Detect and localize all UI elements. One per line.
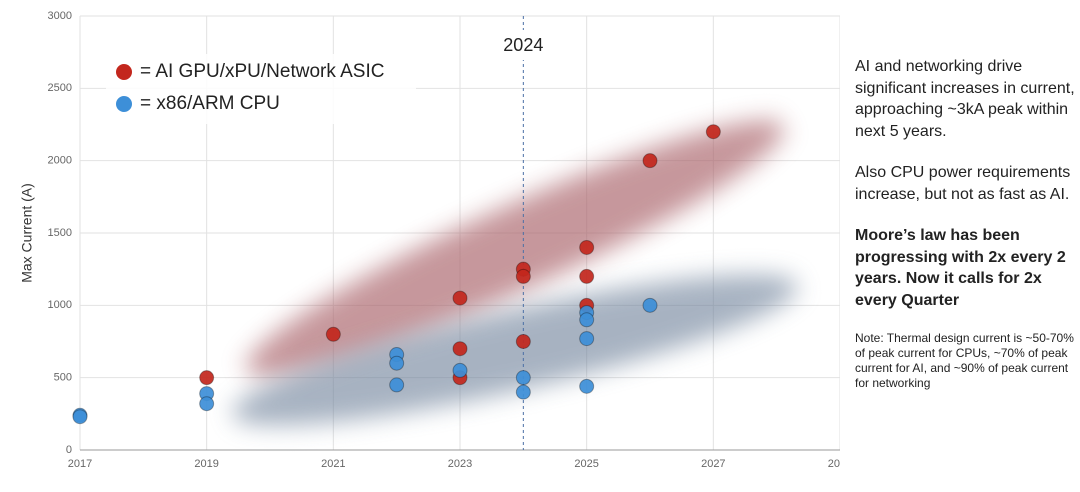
data-point — [389, 377, 405, 393]
y-tick-label: 500 — [54, 372, 72, 384]
data-point — [705, 124, 721, 140]
legend-bg — [106, 54, 416, 124]
note: Note: Thermal design current is ~50-70% … — [855, 331, 1074, 390]
cpu-trend-band — [232, 274, 798, 426]
legend-label: = x86/ARM CPU — [140, 93, 280, 114]
reference-label-bg — [497, 30, 550, 60]
data-point — [389, 355, 405, 371]
legend-marker — [116, 96, 132, 112]
data-point — [642, 153, 658, 169]
legend-marker — [116, 64, 132, 80]
note: Moore’s law has been progressing with 2x… — [855, 227, 1066, 309]
data-point — [515, 370, 531, 386]
x-tick-label: 2027 — [701, 458, 725, 470]
data-point — [199, 396, 215, 412]
note: AI and networking drive significant incr… — [855, 58, 1075, 140]
x-tick-label: 2025 — [574, 458, 598, 470]
x-tick-label: 2021 — [321, 458, 345, 470]
data-point — [452, 362, 468, 378]
data-point — [515, 334, 531, 349]
note: Also CPU power requirements increase, bu… — [855, 164, 1071, 203]
y-tick-label: 1500 — [48, 227, 72, 239]
notes: AI and networking drive significant incr… — [855, 56, 1077, 411]
x-tick-label: 2023 — [448, 458, 472, 470]
y-tick-label: 2500 — [48, 82, 72, 94]
data-point — [579, 239, 595, 255]
x-tick-label: 2019 — [194, 458, 218, 470]
data-point — [579, 312, 595, 328]
data-point — [642, 297, 658, 313]
chart: Max Current (A) 0 500 1000 1500 2000 2500 3000… — [19, 10, 853, 470]
data-point — [579, 268, 595, 284]
reference-label: 2024 — [503, 35, 543, 55]
y-axis-label: Max Current (A) — [19, 183, 35, 283]
y-tick-label: 0 — [66, 444, 72, 456]
data-point — [515, 268, 531, 284]
y-tick-label: 1000 — [48, 299, 72, 311]
legend-label: = AI GPU/xPU/Network ASIC — [140, 61, 384, 82]
data-point — [199, 370, 215, 386]
data-point — [452, 290, 468, 306]
x-tick-label: 2017 — [68, 458, 92, 470]
data-point — [72, 409, 88, 425]
data-point — [579, 378, 595, 394]
data-point — [579, 331, 595, 347]
legend: = AI GPU/xPU/Network ASIC = x86/ARM CPU — [106, 54, 416, 124]
ai-trend-band — [245, 120, 785, 376]
x-tick-label: 2029 — [828, 458, 840, 470]
data-point — [452, 341, 468, 357]
y-tick-label: 3000 — [48, 10, 72, 22]
data-point — [325, 326, 341, 342]
y-tick-label: 2000 — [48, 155, 72, 167]
data-point — [515, 384, 531, 400]
